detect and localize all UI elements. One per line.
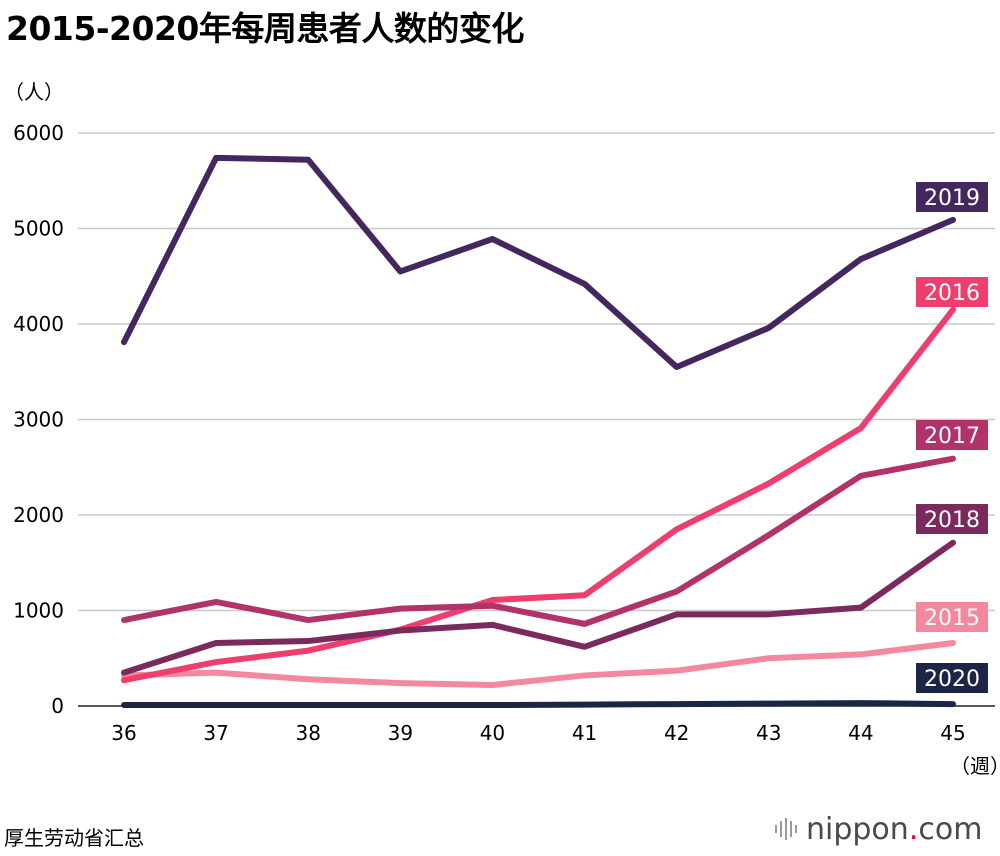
y-tick-5000: 5000 bbox=[13, 217, 64, 241]
x-tick-37: 37 bbox=[203, 721, 228, 745]
y-tick-3000: 3000 bbox=[13, 408, 64, 432]
series-line-2015 bbox=[121, 639, 956, 688]
series-label-2019: 2019 bbox=[916, 182, 988, 212]
x-tick-40: 40 bbox=[480, 721, 505, 745]
series-label-text-2016: 2016 bbox=[924, 281, 980, 306]
nippon-logo: nippon.com bbox=[774, 812, 982, 847]
series-label-2015: 2015 bbox=[916, 602, 988, 632]
series-label-2020: 2020 bbox=[916, 663, 988, 693]
x-axis-unit: （週） bbox=[950, 754, 1000, 778]
logo-dot: . bbox=[908, 812, 919, 847]
x-tick-42: 42 bbox=[664, 721, 689, 745]
grid-lines bbox=[78, 132, 995, 707]
x-tick-44: 44 bbox=[848, 721, 873, 745]
series-label-box-2018 bbox=[916, 504, 988, 534]
y-tick-0: 0 bbox=[51, 694, 64, 718]
series-label-text-2018: 2018 bbox=[924, 508, 980, 533]
y-axis-unit: （人） bbox=[4, 80, 64, 104]
x-tick-41: 41 bbox=[572, 721, 597, 745]
series-label-box-2015 bbox=[916, 602, 988, 632]
source-note: 厚生劳动省汇总 bbox=[4, 826, 144, 850]
x-tick-38: 38 bbox=[295, 721, 320, 745]
series-line-2018 bbox=[121, 539, 956, 676]
x-tick-45: 45 bbox=[940, 721, 965, 745]
series-label-text-2019: 2019 bbox=[924, 186, 980, 211]
series-label-2016: 2016 bbox=[916, 277, 988, 307]
series-label-box-2017 bbox=[916, 420, 988, 450]
series-label-2017: 2017 bbox=[916, 420, 988, 450]
logo-name: nippon bbox=[806, 812, 909, 847]
series-label-text-2015: 2015 bbox=[924, 606, 980, 631]
chart-title: 2015-2020年每周患者人数的变化 bbox=[6, 9, 524, 48]
series-label-box-2020 bbox=[916, 663, 988, 693]
series-label-2018: 2018 bbox=[916, 504, 988, 534]
series-line-2016 bbox=[121, 306, 956, 684]
y-tick-2000: 2000 bbox=[13, 503, 64, 527]
series-label-box-2019 bbox=[916, 182, 988, 212]
series-label-text-2020: 2020 bbox=[924, 667, 980, 692]
x-tick-39: 39 bbox=[388, 721, 413, 745]
logo-bars-icon bbox=[775, 818, 797, 840]
series-line-2020 bbox=[121, 700, 956, 709]
logo-suffix: com bbox=[918, 812, 983, 847]
line-chart: 0 1000 2000 3000 4000 5000 6000 36 37 38 39 40 41 42… bbox=[13, 121, 995, 745]
series-labels: 2015 2016 2017 2018 2019 2020 bbox=[916, 182, 988, 693]
series-line-2019 bbox=[121, 154, 956, 370]
y-tick-1000: 1000 bbox=[13, 599, 64, 623]
series-lines bbox=[121, 154, 956, 709]
y-tick-6000: 6000 bbox=[13, 121, 64, 145]
y-tick-labels: 0 1000 2000 3000 4000 5000 6000 bbox=[13, 121, 64, 718]
series-line-2017 bbox=[121, 455, 956, 627]
series-label-box-2016 bbox=[916, 277, 988, 307]
series-label-text-2017: 2017 bbox=[924, 424, 980, 449]
y-tick-4000: 4000 bbox=[13, 312, 64, 336]
x-tick-36: 36 bbox=[111, 721, 136, 745]
x-tick-43: 43 bbox=[756, 721, 781, 745]
x-tick-labels: 36 37 38 39 40 41 42 43 44 45 bbox=[111, 721, 965, 745]
